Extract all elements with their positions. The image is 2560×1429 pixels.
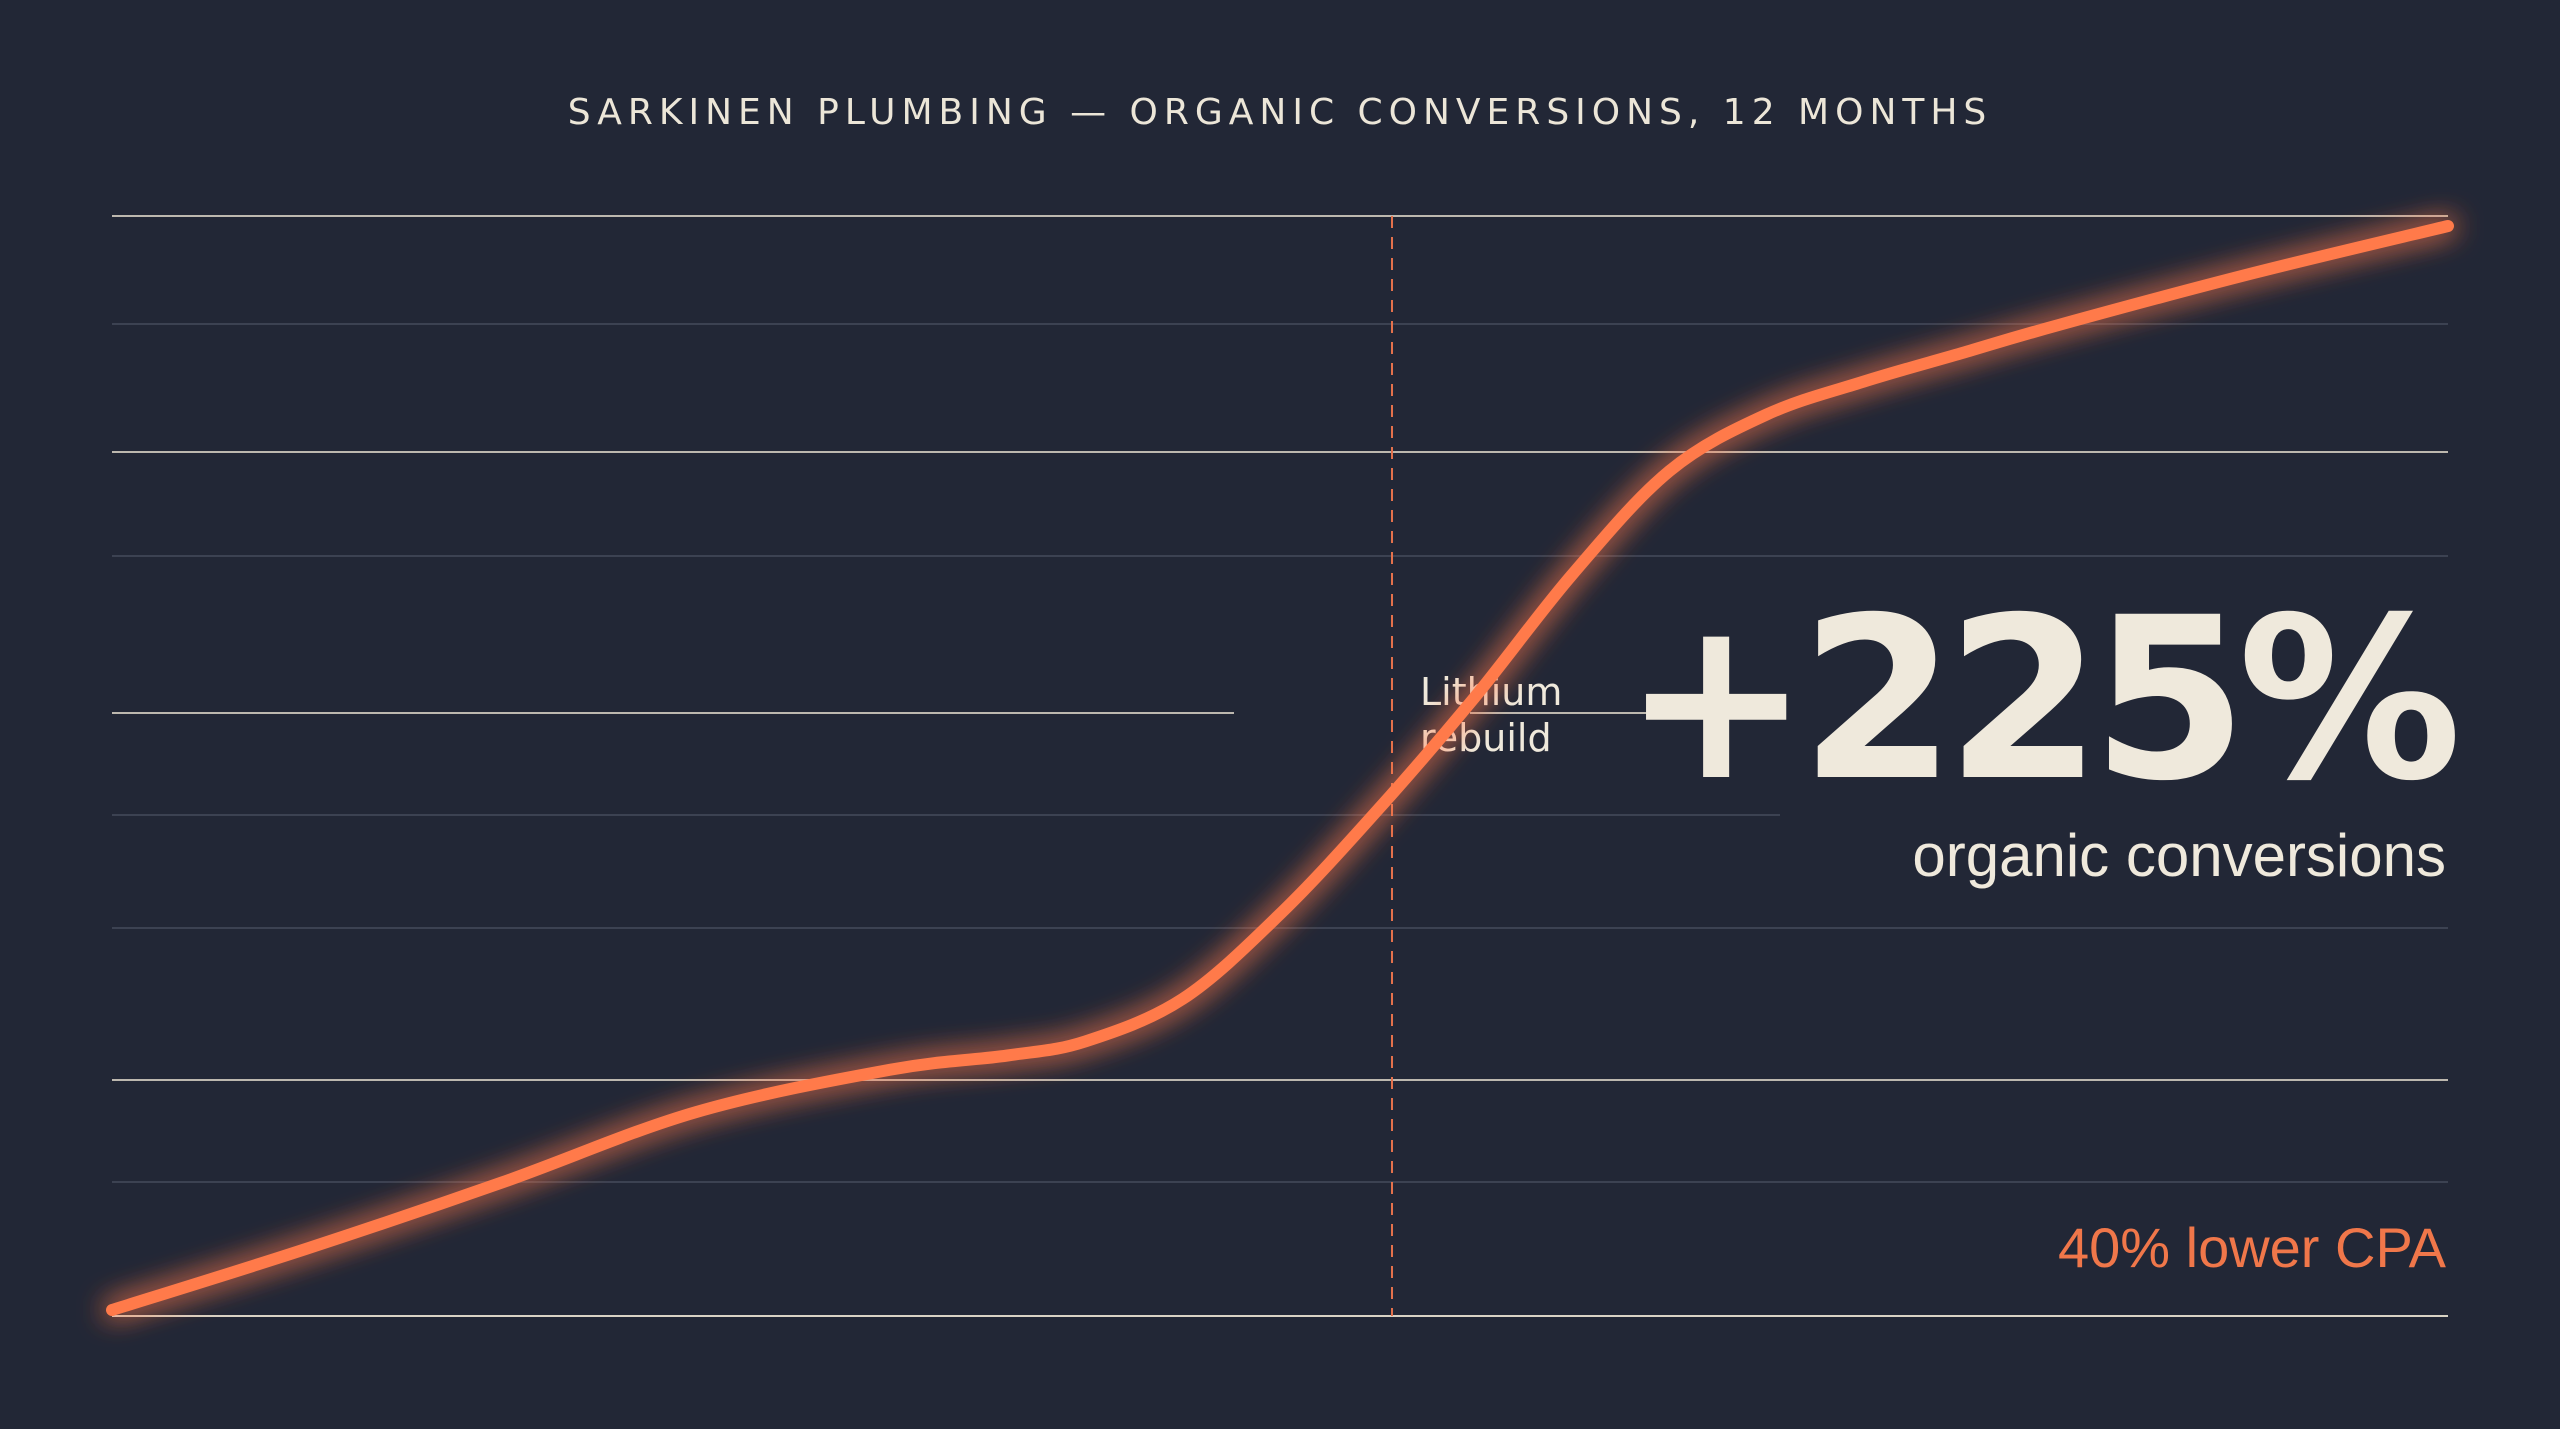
headline-label: organic conversions [1912, 822, 2446, 889]
headline-percentage: +225% [1622, 569, 2462, 830]
chart-title: SARKINEN PLUMBING — ORGANIC CONVERSIONS,… [567, 92, 1993, 133]
conversion-series [104, 218, 2456, 1318]
cpa-stat: 40% lower CPA [2057, 1216, 2446, 1279]
conversion-line [106, 220, 2454, 1316]
gridlines [112, 215, 2448, 1317]
